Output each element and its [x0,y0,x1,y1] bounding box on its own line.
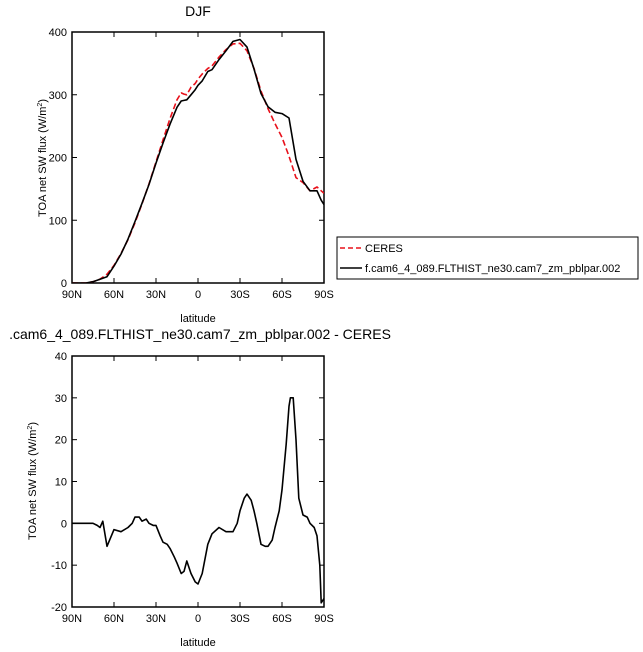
y-tick-label: 0 [61,278,67,290]
bottom-x-axis: 90N 60N 30N 0 30S 60S 90S [62,356,334,625]
top-y-axis: 0 100 200 300 400 [49,27,324,290]
x-tick-label: 30S [230,289,250,301]
series-line-0 [72,397,324,604]
x-tick-label: 30S [230,613,250,625]
legend-label-model: f.cam6_4_089.FLTHIST_ne30.cam7_zm_pblpar… [365,263,620,275]
top-chart-title: DJF [185,3,211,19]
y-tick-label: 10 [55,477,67,489]
panel-bottom: .cam6_4_089.FLTHIST_ne30.cam7_zm_pblpar.… [9,326,391,649]
x-tick-label: 90S [314,613,334,625]
top-series-lines [72,38,324,283]
x-tick-label: 30N [146,613,166,625]
top-y-axis-label: TOA net SW flux (W/m2) [37,99,49,217]
legend-label-ceres: CERES [365,243,403,255]
y-tick-label: 200 [49,153,67,165]
legend: CERES f.cam6_4_089.FLTHIST_ne30.cam7_zm_… [336,236,639,280]
bottom-y-axis: -20 -10 0 10 20 30 40 [51,351,324,614]
y-tick-label: 20 [55,435,67,447]
x-tick-label: 60S [272,613,292,625]
panel-top: DJF 0 100 200 300 400 90N 60N 30N 0 30S 60S 90S la… [37,3,334,325]
x-tick-label: 90N [62,613,82,625]
bottom-x-axis-label: latitude [180,637,215,649]
legend-box [336,236,639,280]
bottom-series-lines [72,397,324,604]
y-tick-label: 300 [49,90,67,102]
top-plot-frame [71,31,325,284]
bottom-plot-frame [71,355,325,608]
top-x-axis: 90N 60N 30N 0 30S 60S 90S [62,32,334,301]
series-line-1 [72,38,324,283]
x-tick-label: 60S [272,289,292,301]
x-tick-label: 90N [62,289,82,301]
x-tick-label: 0 [195,613,201,625]
y-tick-label: 400 [49,27,67,39]
y-tick-label: 100 [49,215,67,227]
y-tick-label: 30 [55,393,67,405]
x-tick-label: 90S [314,289,334,301]
x-tick-label: 30N [146,289,166,301]
y-tick-label: 0 [61,518,67,530]
x-tick-label: 60N [104,289,124,301]
top-x-axis-label: latitude [180,313,215,325]
x-tick-label: 60N [104,613,124,625]
bottom-y-axis-label: TOA net SW flux (W/m2) [27,422,39,540]
y-tick-label: 40 [55,351,67,363]
x-tick-label: 0 [195,289,201,301]
y-tick-label: -20 [51,602,67,614]
series-line-0 [72,42,324,283]
bottom-chart-title: .cam6_4_089.FLTHIST_ne30.cam7_zm_pblpar.… [9,326,391,342]
y-tick-label: -10 [51,560,67,572]
